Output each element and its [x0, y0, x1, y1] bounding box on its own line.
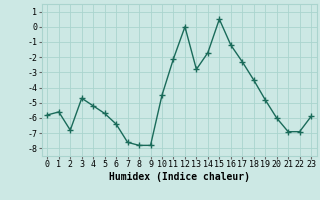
X-axis label: Humidex (Indice chaleur): Humidex (Indice chaleur): [109, 172, 250, 182]
